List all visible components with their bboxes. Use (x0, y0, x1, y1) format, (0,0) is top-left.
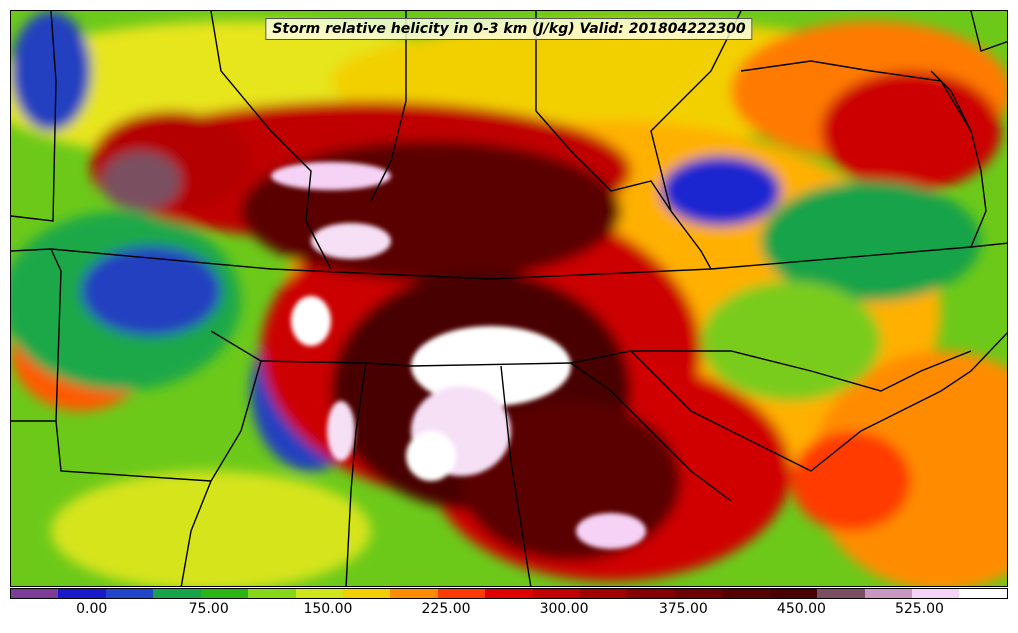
colorbar-segment (722, 589, 770, 598)
map-title: Storm relative helicity in 0-3 km (J/kg)… (265, 18, 753, 40)
colorbar (10, 588, 1008, 599)
colorbar-segment (58, 589, 106, 598)
boundary-line (11, 248, 62, 422)
boundary-line (11, 11, 57, 222)
colorbar-segment (295, 589, 343, 598)
colorbar-segment (105, 589, 154, 598)
boundary-line (55, 420, 212, 482)
colorbar-segment (959, 589, 1007, 598)
boundary-line (370, 11, 407, 202)
boundary-line (570, 362, 732, 502)
boundary-line (210, 11, 332, 270)
boundary-line (260, 350, 972, 392)
colorbar-segment (912, 589, 960, 598)
colorbar-segment (580, 589, 628, 598)
colorbar-segment (200, 589, 249, 598)
boundary-line (970, 11, 1007, 52)
boundary-line (810, 332, 1007, 472)
colorbar-tick-label: 225.00 (421, 601, 471, 617)
colorbar-segment (342, 589, 391, 598)
colorbar-segment (390, 589, 438, 598)
helicity-map (11, 11, 1007, 586)
state-boundaries (11, 11, 1007, 586)
colorbar-segment (769, 589, 818, 598)
colorbar-tick-label: 450.00 (776, 601, 826, 617)
colorbar-segment (627, 589, 675, 598)
boundary-line (345, 362, 367, 586)
colorbar-segment (437, 589, 486, 598)
colorbar-segment (817, 589, 865, 598)
boundary-line (630, 350, 812, 472)
boundary-line (535, 11, 712, 270)
colorbar-tick-label: 75.00 (188, 601, 229, 617)
colorbar-segment (864, 589, 913, 598)
boundary-line (930, 70, 987, 248)
colorbar-tick-label: 300.00 (539, 601, 589, 617)
colorbar-segment (532, 589, 581, 598)
helicity-field (11, 11, 1007, 586)
colorbar-segment (674, 589, 723, 598)
boundary-line (740, 60, 972, 132)
colorbar-tick-label: 525.00 (894, 601, 944, 617)
boundary-line (500, 365, 532, 586)
boundary-line (650, 11, 742, 212)
colorbar-segment (248, 589, 296, 598)
colorbar-segment (11, 589, 59, 598)
colorbar-tick-label: 150.00 (303, 601, 353, 617)
helicity-max-cores (271, 162, 646, 549)
colorbar-segment (153, 589, 201, 598)
boundary-line (180, 330, 262, 586)
colorbar-segment (485, 589, 533, 598)
colorbar-tick-label: 375.00 (658, 601, 708, 617)
colorbar-ticks: 0.00 75.00 150.00 225.00 300.00 375.00 450.00 5… (10, 601, 1008, 625)
map-plot: Storm relative helicity in 0-3 km (J/kg)… (10, 10, 1008, 587)
colorbar-tick-label: 0.00 (76, 601, 108, 617)
